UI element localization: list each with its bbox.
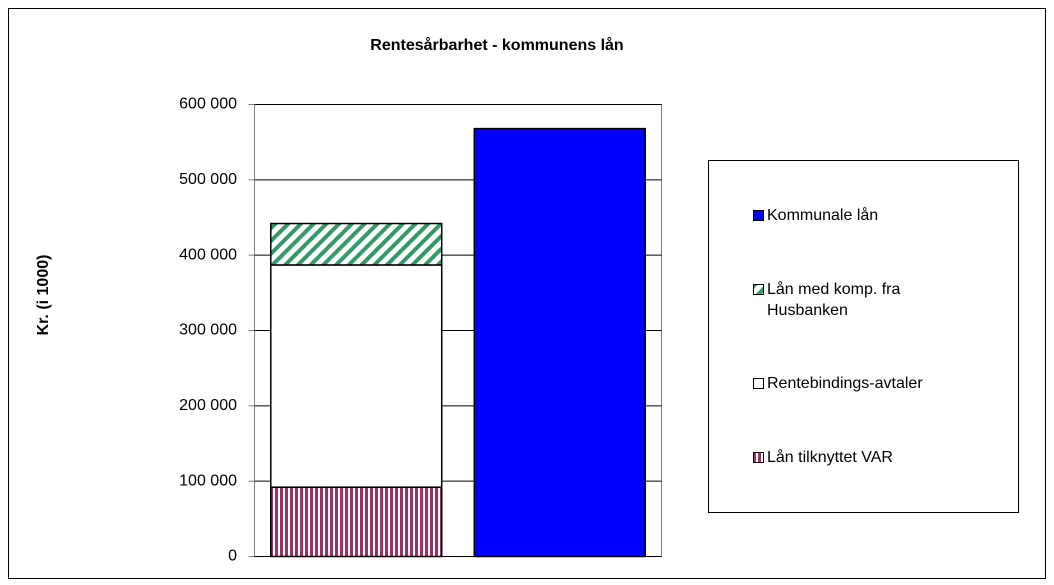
y-tick-label: 100 000 [179,472,237,489]
y-tick-label: 400 000 [179,246,237,263]
y-tick-label: 200 000 [179,397,237,414]
legend-label: Lån med komp. fra Husbanken [767,280,901,319]
legend-label: Lån tilknyttet VAR [767,448,893,466]
bar-segment [270,486,443,558]
legend-swatch [753,283,764,295]
y-tick-label: 0 [228,548,237,565]
legend-item: Kommunale lån [753,205,1018,226]
swatch [753,210,764,222]
legend-swatch [753,210,764,222]
legend: Kommunale lån Lån med komp. fra Husbanken… [708,160,1019,513]
legend-label: Rentebindings-avtaler [767,375,923,393]
bar-segment [473,127,646,558]
bar-segment [270,264,443,488]
legend-swatch [753,378,764,390]
y-tick-label: 600 000 [179,96,237,113]
swatch [753,451,764,463]
legend-item: Rentebindings-avtaler [753,373,1018,394]
y-axis-label: Kr. (i 1000) [35,255,52,336]
swatch [753,283,764,295]
y-tick-label: 300 000 [179,322,237,339]
legend-label: Kommunale lån [767,207,879,225]
legend-item: Lån tilknyttet VAR [753,447,1018,468]
legend-item: Lån med komp. fra Husbanken [753,279,1018,321]
legend-swatch [753,451,764,463]
swatch [753,378,764,390]
chart-title: Rentesårbarhet - kommunens lån [370,36,623,54]
y-tick-label: 500 000 [179,171,237,188]
bar-segment [270,222,443,266]
